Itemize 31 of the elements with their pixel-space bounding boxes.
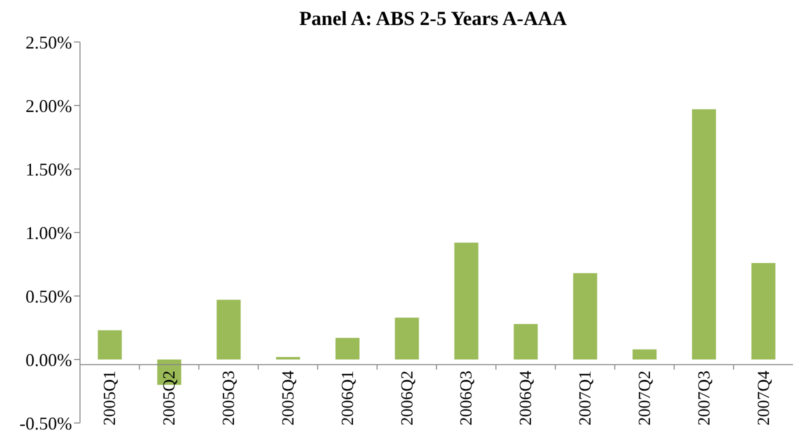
bar xyxy=(276,356,300,360)
y-tick-label: -0.50% xyxy=(20,413,72,434)
y-tick-label: 1.50% xyxy=(26,159,72,180)
x-tick-label: 2007Q2 xyxy=(634,370,654,426)
y-tick-label: 1.00% xyxy=(26,222,72,243)
bar xyxy=(335,338,360,360)
x-tick-label: 2005Q1 xyxy=(100,370,120,426)
x-tick-label: 2007Q1 xyxy=(576,370,595,426)
bar xyxy=(394,318,419,360)
x-tick-label: 2005Q3 xyxy=(219,370,238,426)
bar xyxy=(632,349,657,360)
bar xyxy=(692,109,716,360)
chart-title: Panel A: ABS 2-5 Years A-AAA xyxy=(298,8,568,32)
x-tick-label: 2006Q2 xyxy=(397,370,416,426)
bar xyxy=(514,324,538,360)
bar xyxy=(98,330,122,360)
y-tick-label: 0.00% xyxy=(26,350,72,370)
x-tick-label: 2005Q4 xyxy=(278,370,298,426)
x-tick-label: 2007Q3 xyxy=(694,370,714,426)
bar xyxy=(454,242,478,360)
x-tick-label: 2006Q4 xyxy=(516,370,536,426)
x-tick-label: 2006Q1 xyxy=(338,370,357,426)
bar xyxy=(216,300,241,360)
bar xyxy=(751,262,776,360)
y-tick-label: 2.00% xyxy=(26,96,72,116)
y-tick-label: 2.50% xyxy=(26,32,72,52)
bar xyxy=(573,273,598,360)
x-tick-label: 2005Q2 xyxy=(160,370,179,426)
x-tick-label: 2006Q3 xyxy=(456,370,476,426)
x-tick-label: 2007Q4 xyxy=(754,370,773,426)
y-tick-label: 0.50% xyxy=(26,286,72,306)
